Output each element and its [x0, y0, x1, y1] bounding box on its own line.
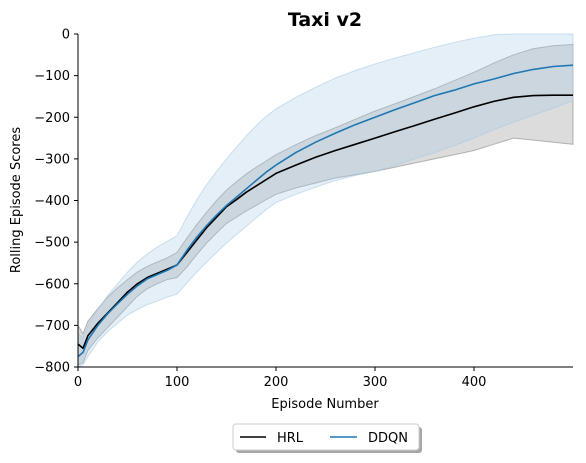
line-ddqn: [77, 64, 574, 358]
series-lines: [77, 64, 574, 358]
y-tick-label: −100: [34, 69, 70, 84]
y-tick-label: −200: [34, 111, 70, 126]
legend-label-ddqn: DDQN: [368, 431, 408, 446]
line-hrl: [77, 94, 573, 350]
y-tick-label: −700: [34, 319, 70, 334]
chart-title: Taxi v2: [288, 9, 362, 31]
x-axis-label: Episode Number: [271, 397, 379, 412]
legend: HRL DDQN: [232, 423, 422, 453]
y-tick-label: 0: [62, 28, 70, 43]
x-tick-label: 100: [165, 375, 190, 390]
x-tick-label: 0: [74, 375, 82, 390]
band-ddqn: [77, 33, 574, 368]
y-tick-label: −300: [34, 152, 70, 167]
legend-box: [232, 423, 420, 451]
y-tick-label: −600: [34, 277, 70, 292]
y-tick-label: −800: [34, 361, 70, 376]
legend-label-hrl: HRL: [277, 431, 304, 446]
y-tick-label: −400: [34, 194, 70, 209]
x-tick-label: 200: [264, 375, 289, 390]
confidence-bands: [77, 33, 574, 368]
x-ticks: 0 100 200 300 400: [74, 367, 487, 390]
x-tick-label: 400: [462, 375, 487, 390]
y-axis-label: Rolling Episode Scores: [9, 127, 24, 273]
y-tick-label: −500: [34, 236, 70, 251]
band-hrl: [77, 43, 574, 366]
x-tick-label: 300: [363, 375, 388, 390]
y-ticks: 0 −100 −200 −300 −400 −500 −600 −700 −800: [34, 28, 78, 376]
